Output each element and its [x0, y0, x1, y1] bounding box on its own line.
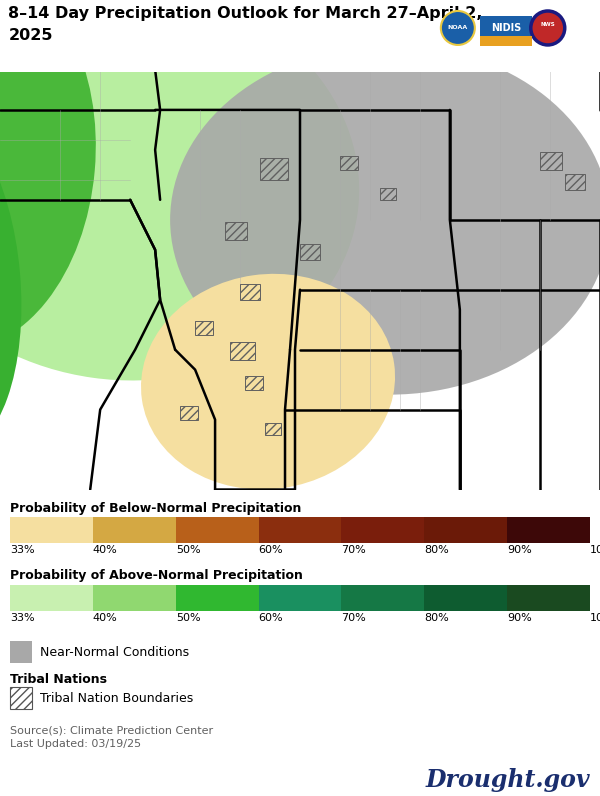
Bar [565, 174, 585, 189]
Bar [245, 376, 263, 389]
Text: Tribal Nations: Tribal Nations [10, 673, 107, 686]
Text: 80%: 80% [424, 614, 449, 623]
Text: 70%: 70% [341, 614, 366, 623]
Bar [195, 321, 213, 334]
Bar [259, 517, 341, 544]
Text: Tribal Nation Boundaries: Tribal Nation Boundaries [40, 692, 193, 704]
Bar [480, 16, 532, 46]
Text: 80%: 80% [424, 545, 449, 556]
Bar [380, 188, 396, 200]
Bar [340, 156, 358, 170]
Text: NIDIS: NIDIS [491, 23, 521, 33]
Bar [180, 406, 198, 419]
Bar [93, 585, 176, 611]
Text: 40%: 40% [93, 545, 118, 556]
Text: Drought.gov: Drought.gov [425, 768, 590, 792]
Text: NWS: NWS [541, 22, 555, 28]
Bar [507, 517, 590, 544]
Bar [10, 585, 93, 611]
Bar [10, 517, 93, 544]
Text: Probability of Above-Normal Precipitation: Probability of Above-Normal Precipitatio… [10, 569, 303, 583]
Ellipse shape [170, 45, 600, 395]
Bar [176, 517, 259, 544]
Bar [507, 585, 590, 611]
Bar [341, 585, 424, 611]
Text: 33%: 33% [10, 614, 35, 623]
Text: 40%: 40% [93, 614, 118, 623]
Bar [540, 152, 562, 170]
Text: 60%: 60% [259, 614, 283, 623]
Text: NOAA: NOAA [448, 25, 468, 30]
Text: Last Updated: 03/19/25: Last Updated: 03/19/25 [10, 739, 141, 749]
Text: Near-Normal Conditions: Near-Normal Conditions [40, 646, 189, 659]
Text: 50%: 50% [176, 545, 200, 556]
Bar [424, 517, 507, 544]
Text: 33%: 33% [10, 545, 35, 556]
Bar [230, 341, 255, 360]
Bar [176, 585, 259, 611]
Ellipse shape [0, 0, 359, 380]
Ellipse shape [0, 105, 22, 454]
Text: 2025: 2025 [8, 28, 53, 43]
Bar [260, 158, 288, 180]
Text: 90%: 90% [507, 614, 532, 623]
Text: Probability of Below-Normal Precipitation: Probability of Below-Normal Precipitatio… [10, 501, 301, 514]
Circle shape [441, 11, 475, 45]
Bar [0, 0, 600, 72]
Text: 70%: 70% [341, 545, 366, 556]
Text: 90%: 90% [507, 545, 532, 556]
Bar [265, 423, 281, 435]
Bar [93, 517, 176, 544]
Text: 60%: 60% [259, 545, 283, 556]
Bar [424, 585, 507, 611]
Bar [10, 642, 32, 663]
Bar [225, 222, 247, 240]
Bar [300, 244, 320, 259]
Ellipse shape [0, 0, 96, 349]
Text: 50%: 50% [176, 614, 200, 623]
Bar [259, 585, 341, 611]
Bar [10, 687, 32, 709]
Text: Source(s): Climate Prediction Center: Source(s): Climate Prediction Center [10, 725, 213, 736]
Text: 100%: 100% [590, 614, 600, 623]
Bar [341, 517, 424, 544]
Text: 8–14 Day Precipitation Outlook for March 27–April 2,: 8–14 Day Precipitation Outlook for March… [8, 6, 483, 21]
Ellipse shape [141, 274, 395, 490]
Bar [240, 283, 260, 300]
Text: 100%: 100% [590, 545, 600, 556]
Bar [480, 36, 532, 46]
Circle shape [531, 11, 565, 45]
